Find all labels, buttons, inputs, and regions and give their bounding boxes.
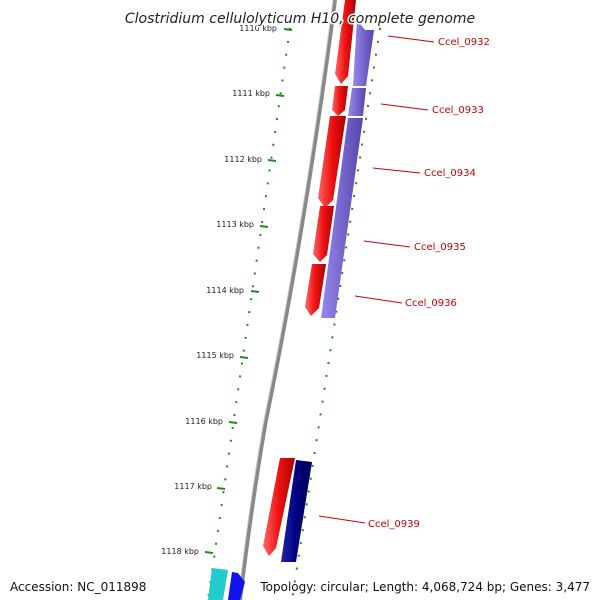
gene-ccel-0939-fwd[interactable]	[263, 458, 295, 556]
tick-label: 1118 kbp	[161, 547, 199, 556]
genome-summary: Topology: circular; Length: 4,068,724 bp…	[260, 580, 590, 594]
gene-ccel-0932-rev[interactable]	[353, 20, 374, 86]
callout-ccel-0934	[372, 167, 421, 174]
tick-1118	[204, 551, 214, 554]
outer-tick-ring	[291, 27, 381, 600]
tick-label: 1116 kbp	[185, 417, 223, 426]
map-title: Clostridium cellulolyticum H10, complete…	[125, 11, 475, 27]
genome-backbone-highlight	[237, 0, 334, 600]
tick-1111	[275, 94, 285, 97]
genome-backbone	[238, 0, 337, 600]
forward-genes	[263, 0, 356, 556]
gene-cyan[interactable]	[208, 568, 228, 600]
gene-label-ccel-0939[interactable]: Ccel_0939	[368, 519, 420, 530]
callout-ccel-0933	[380, 103, 429, 111]
callout-lines	[318, 35, 435, 524]
accession-label: Accession: NC_011898	[10, 580, 147, 594]
gene-ccel-0934-rev[interactable]	[321, 118, 363, 318]
tick-labels: 1110 kbp 1111 kbp 1112 kbp 1113 kbp 1114…	[161, 24, 277, 556]
gene-labels: Ccel_0932 Ccel_0933 Ccel_0934 Ccel_0935 …	[368, 37, 490, 530]
gene-ccel-0935-fwd[interactable]	[313, 206, 334, 262]
tick-1117	[216, 487, 226, 490]
gene-label-ccel-0933[interactable]: Ccel_0933	[432, 105, 484, 116]
tick-label: 1113 kbp	[216, 220, 254, 229]
inner-tick-ring	[207, 27, 291, 600]
callout-ccel-0936	[354, 295, 403, 304]
reverse-genes	[208, 20, 374, 600]
callout-ccel-0935	[363, 240, 411, 248]
gene-label-ccel-0935[interactable]: Ccel_0935	[414, 242, 466, 253]
gene-ccel-0934-fwd[interactable]	[318, 116, 346, 208]
major-ticks	[204, 28, 293, 554]
tick-1112	[267, 159, 277, 162]
callout-ccel-0939	[318, 515, 366, 524]
tick-label: 1112 kbp	[224, 155, 262, 164]
tick-label: 1114 kbp	[206, 286, 244, 295]
tick-label: 1115 kbp	[196, 351, 234, 360]
tick-1115	[239, 356, 249, 359]
gene-ccel-0936-fwd[interactable]	[305, 264, 326, 316]
gene-ccel-0939-rev[interactable]	[281, 460, 312, 562]
gene-label-ccel-0934[interactable]: Ccel_0934	[424, 168, 476, 179]
tick-1116	[228, 421, 238, 424]
tick-1113	[259, 225, 269, 228]
gene-ccel-0932-fwd[interactable]	[335, 0, 356, 84]
gene-blue[interactable]	[228, 572, 245, 600]
tick-1110	[283, 28, 293, 31]
callout-ccel-0932	[387, 35, 435, 43]
gene-ccel-0933-fwd[interactable]	[332, 86, 348, 116]
gene-label-ccel-0936[interactable]: Ccel_0936	[405, 298, 457, 309]
gene-label-ccel-0932[interactable]: Ccel_0932	[438, 37, 490, 48]
tick-label: 1110 kbp	[239, 24, 277, 33]
gene-ccel-0933-rev[interactable]	[348, 88, 366, 116]
tick-label: 1111 kbp	[232, 89, 270, 98]
tick-1114	[250, 290, 260, 293]
tick-label: 1117 kbp	[174, 482, 212, 491]
